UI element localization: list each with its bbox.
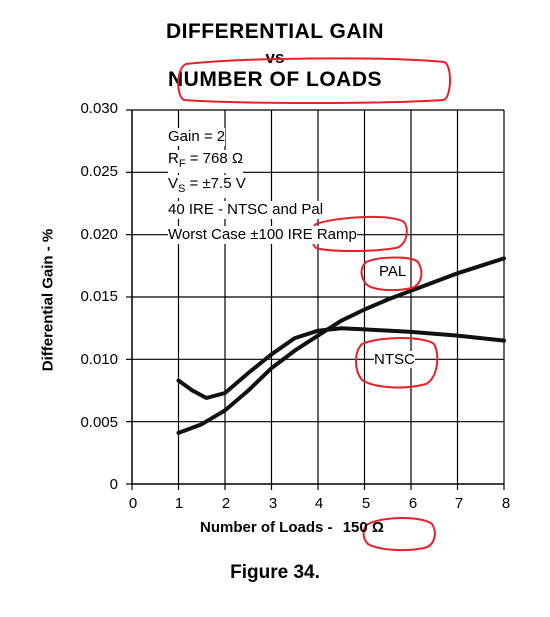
x-tick-label: 1 [174,495,184,512]
x-axis-label-text: Number of Loads - [200,519,333,536]
annotation-circle-pal [360,256,423,292]
x-tick-label: 4 [314,495,324,512]
condition-vs-sub: S [178,183,186,195]
x-tick-label: 6 [408,495,418,512]
chart-title-line2: NUMBER OF LOADS [168,68,382,91]
y-tick-label: 0.020 [80,226,118,243]
annotation-circle-150-ohm [362,517,436,552]
condition-rf-prefix: R [168,150,179,167]
condition-gain: Gain = 2 [168,128,226,146]
annotation-circle-ntsc [355,337,439,389]
y-tick-label: 0.005 [80,414,118,431]
condition-vs-prefix: V [168,175,179,192]
x-axis-label: Number of Loads - 150 Ω [200,519,384,536]
y-tick-label: 0.030 [80,100,118,117]
x-tick-label: 2 [221,495,231,512]
chart-title-vs: vs [265,48,285,67]
x-tick-label: 5 [361,495,371,512]
y-tick-label: 0.025 [80,163,118,180]
condition-rf: RF = 768 Ω [168,150,244,173]
condition-rf-value: = 768 Ω [185,150,244,167]
y-tick-label: 0 [109,476,118,493]
condition-vs-value: = ±7.5 V [185,175,246,192]
series-line-pal [176,256,506,435]
series-label-pal: PAL [379,263,407,280]
condition-ire: 40 IRE - NTSC and Pal [168,201,324,219]
chart-title: DIFFERENTIAL GAIN [165,20,385,43]
condition-vs: VS = ±7.5 V [168,175,246,198]
condition-worst-case: Worst Case ±100 IRE Ramp [168,226,357,244]
condition-rf-sub: F [178,158,186,170]
x-axis-label-unit: 150 Ω [342,519,384,536]
x-tick-label: 8 [501,495,511,512]
y-tick-label: 0.015 [80,288,118,305]
y-tick-label: 0.010 [80,351,118,368]
y-axis-label: Differential Gain - % [39,228,57,372]
x-tick-label: 3 [268,495,278,512]
series-line-ntsc [176,326,506,400]
x-tick-label: 0 [128,495,138,512]
annotation-circle-title [177,57,451,104]
x-tick-label: 7 [454,495,464,512]
series-label-ntsc: NTSC [374,351,415,368]
figure-caption: Figure 34. [230,562,320,583]
